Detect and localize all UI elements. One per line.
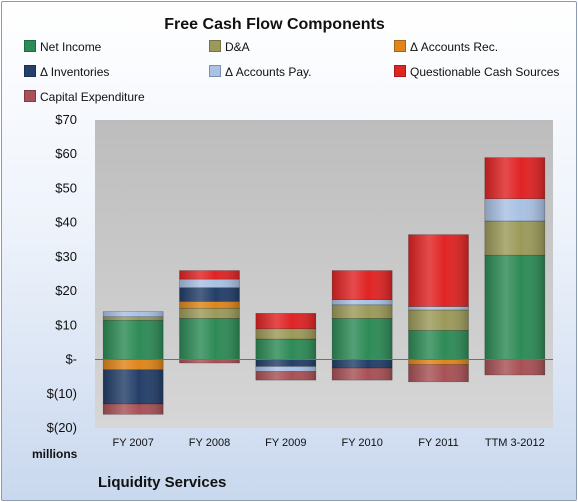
- legend-swatch: [394, 65, 406, 77]
- legend-label: Δ Inventories: [40, 65, 110, 79]
- x-tick-label: FY 2007: [112, 437, 153, 449]
- legend-swatch: [24, 90, 36, 102]
- legend-swatch: [24, 65, 36, 77]
- bar-shading: [484, 359, 545, 375]
- legend-label: Net Income: [40, 40, 102, 54]
- y-axis: $70 $60 $50 $40 $30 $20 $10 $- $(10) $(20): [47, 112, 77, 435]
- bars: [95, 157, 553, 415]
- legend-item: Δ Accounts Pay.: [209, 65, 312, 79]
- bar-shading: [255, 371, 316, 381]
- legend-swatch: [394, 40, 406, 52]
- y-tick-label: $50: [55, 180, 77, 195]
- legend-item: D&A: [209, 40, 250, 54]
- x-tick-label: FY 2008: [189, 437, 230, 449]
- bar-shading: [179, 287, 240, 302]
- bar-shading: [103, 404, 164, 415]
- bar-shading: [255, 328, 316, 340]
- plot-area: [95, 120, 553, 428]
- bar-shading: [484, 198, 545, 221]
- x-tick-label: TTM 3-2012: [485, 437, 545, 449]
- bar-shading: [408, 234, 469, 307]
- bar-shading: [332, 368, 393, 381]
- bar-shading: [484, 157, 545, 199]
- legend-label: Δ Accounts Rec.: [410, 40, 499, 54]
- x-tick-label: FY 2011: [418, 437, 459, 449]
- y-tick-label: $(20): [47, 420, 77, 435]
- bar-shading: [103, 311, 164, 317]
- legend-label: Capital Expenditure: [40, 90, 145, 104]
- legend-item: Capital Expenditure: [24, 90, 145, 104]
- bar-shading: [179, 270, 240, 280]
- company-name: Liquidity Services: [98, 474, 227, 491]
- y-tick-label: $60: [55, 146, 77, 161]
- legend-item: Δ Accounts Rec.: [394, 40, 498, 54]
- bar-shading: [103, 359, 164, 370]
- bar-shading: [332, 299, 393, 305]
- bar-shading: [332, 359, 393, 369]
- bar-shading: [103, 369, 164, 405]
- bar-shading: [255, 339, 316, 360]
- bar-shading: [179, 301, 240, 309]
- bar-shading: [103, 320, 164, 360]
- legend-label: Questionable Cash Sources: [410, 65, 560, 79]
- bar-shading: [408, 306, 469, 310]
- legend-label: Δ Accounts Pay.: [225, 65, 312, 79]
- legend-swatch: [209, 40, 221, 52]
- bar-shading: [484, 220, 545, 256]
- y-tick-label: $10: [55, 317, 77, 332]
- bar-shading: [255, 359, 316, 367]
- legend-item: Δ Inventories: [24, 65, 109, 79]
- y-tick-label: $-: [65, 352, 77, 367]
- bar-shading: [255, 313, 316, 329]
- units-label: millions: [32, 447, 78, 461]
- legend-swatch: [24, 40, 36, 52]
- legend-label: D&A: [225, 40, 250, 54]
- bar-shading: [484, 255, 545, 360]
- x-tick-label: FY 2009: [265, 437, 306, 449]
- bar-shading: [255, 366, 316, 372]
- y-tick-label: $40: [55, 215, 77, 230]
- legend-item: Questionable Cash Sources: [394, 65, 559, 79]
- bar-shading: [179, 359, 240, 363]
- x-axis: FY 2007 FY 2008 FY 2009 FY 2010 FY 2011 TTM 3…: [112, 437, 544, 449]
- y-tick-label: $20: [55, 283, 77, 298]
- bar-shading: [103, 316, 164, 321]
- bar-shading: [332, 270, 393, 300]
- bar-shading: [408, 364, 469, 382]
- bar-shading: [179, 279, 240, 288]
- y-tick-label: $30: [55, 249, 77, 264]
- bar-shading: [408, 359, 469, 365]
- y-tick-label: $70: [55, 112, 77, 127]
- bar-shading: [179, 318, 240, 360]
- bar-shading: [179, 308, 240, 319]
- bar-shading: [408, 309, 469, 331]
- y-tick-label: $(10): [47, 386, 77, 401]
- bar-shading: [332, 318, 393, 360]
- chart-title: Free Cash Flow Components: [164, 16, 385, 33]
- legend-swatch: [209, 65, 221, 77]
- bar-shading: [408, 330, 469, 360]
- legend-item: Net Income: [24, 40, 101, 54]
- bar-shading: [332, 304, 393, 319]
- x-tick-label: FY 2010: [341, 437, 382, 449]
